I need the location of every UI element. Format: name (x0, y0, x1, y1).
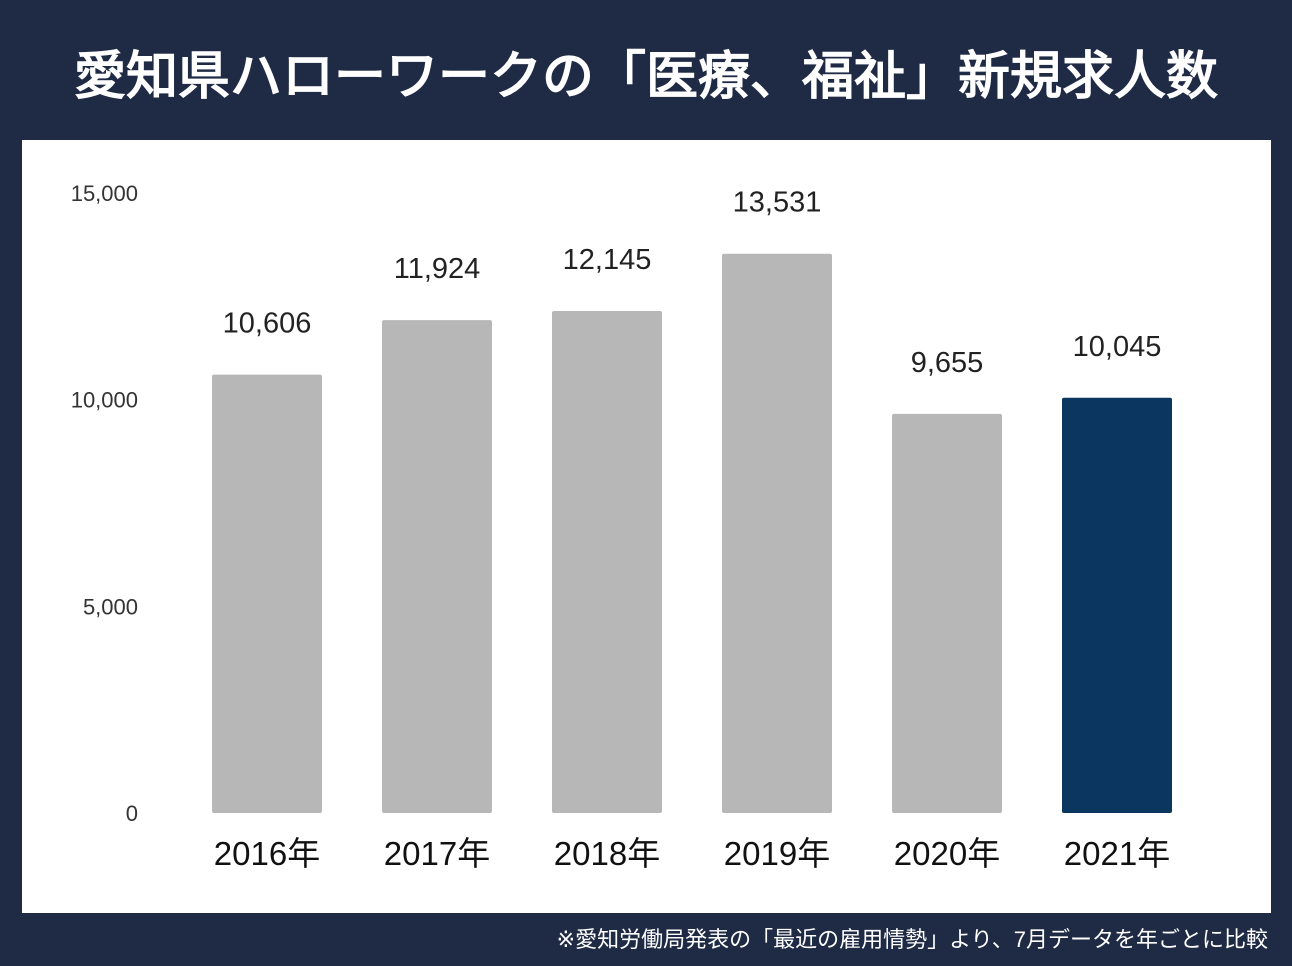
y-tick-label: 0 (126, 801, 138, 826)
y-tick-label: 10,000 (71, 388, 138, 413)
y-tick-label: 5,000 (83, 594, 138, 619)
x-tick-label: 2019年 (724, 835, 830, 872)
x-tick-label: 2017年 (384, 835, 490, 872)
x-tick-label: 2018年 (554, 835, 660, 872)
x-tick-label: 2016年 (214, 835, 320, 872)
value-label: 9,655 (911, 347, 984, 379)
y-tick-label: 15,000 (71, 181, 138, 206)
bar-2019年 (722, 253, 832, 814)
chart-panel: 0 5,000 10,000 15,000 10,606 2016年 11,924 2017年… (22, 140, 1271, 913)
value-label: 13,531 (733, 187, 822, 219)
value-label: 12,145 (563, 244, 652, 276)
chart-title: 愛知県ハローワークの「医療、福祉」新規求人数 (73, 48, 1218, 106)
bar-2016年 (212, 374, 322, 813)
x-tick-label: 2020年 (894, 835, 1000, 872)
value-label: 10,606 (223, 308, 312, 340)
bar-chart: 0 5,000 10,000 15,000 10,606 2016年 11,924 2017年… (71, 181, 1172, 872)
value-label: 11,924 (394, 253, 481, 285)
bar-2021年 (1062, 397, 1172, 813)
bar-2017年 (382, 320, 492, 813)
source-footnote: ※愛知労働局発表の「最近の雇用情勢」より、7月データを年ごとに比較 (556, 927, 1268, 952)
bar-2018年 (552, 311, 662, 813)
value-label: 10,045 (1073, 331, 1162, 363)
x-tick-label: 2021年 (1064, 835, 1170, 872)
bar-2020年 (892, 413, 1002, 813)
